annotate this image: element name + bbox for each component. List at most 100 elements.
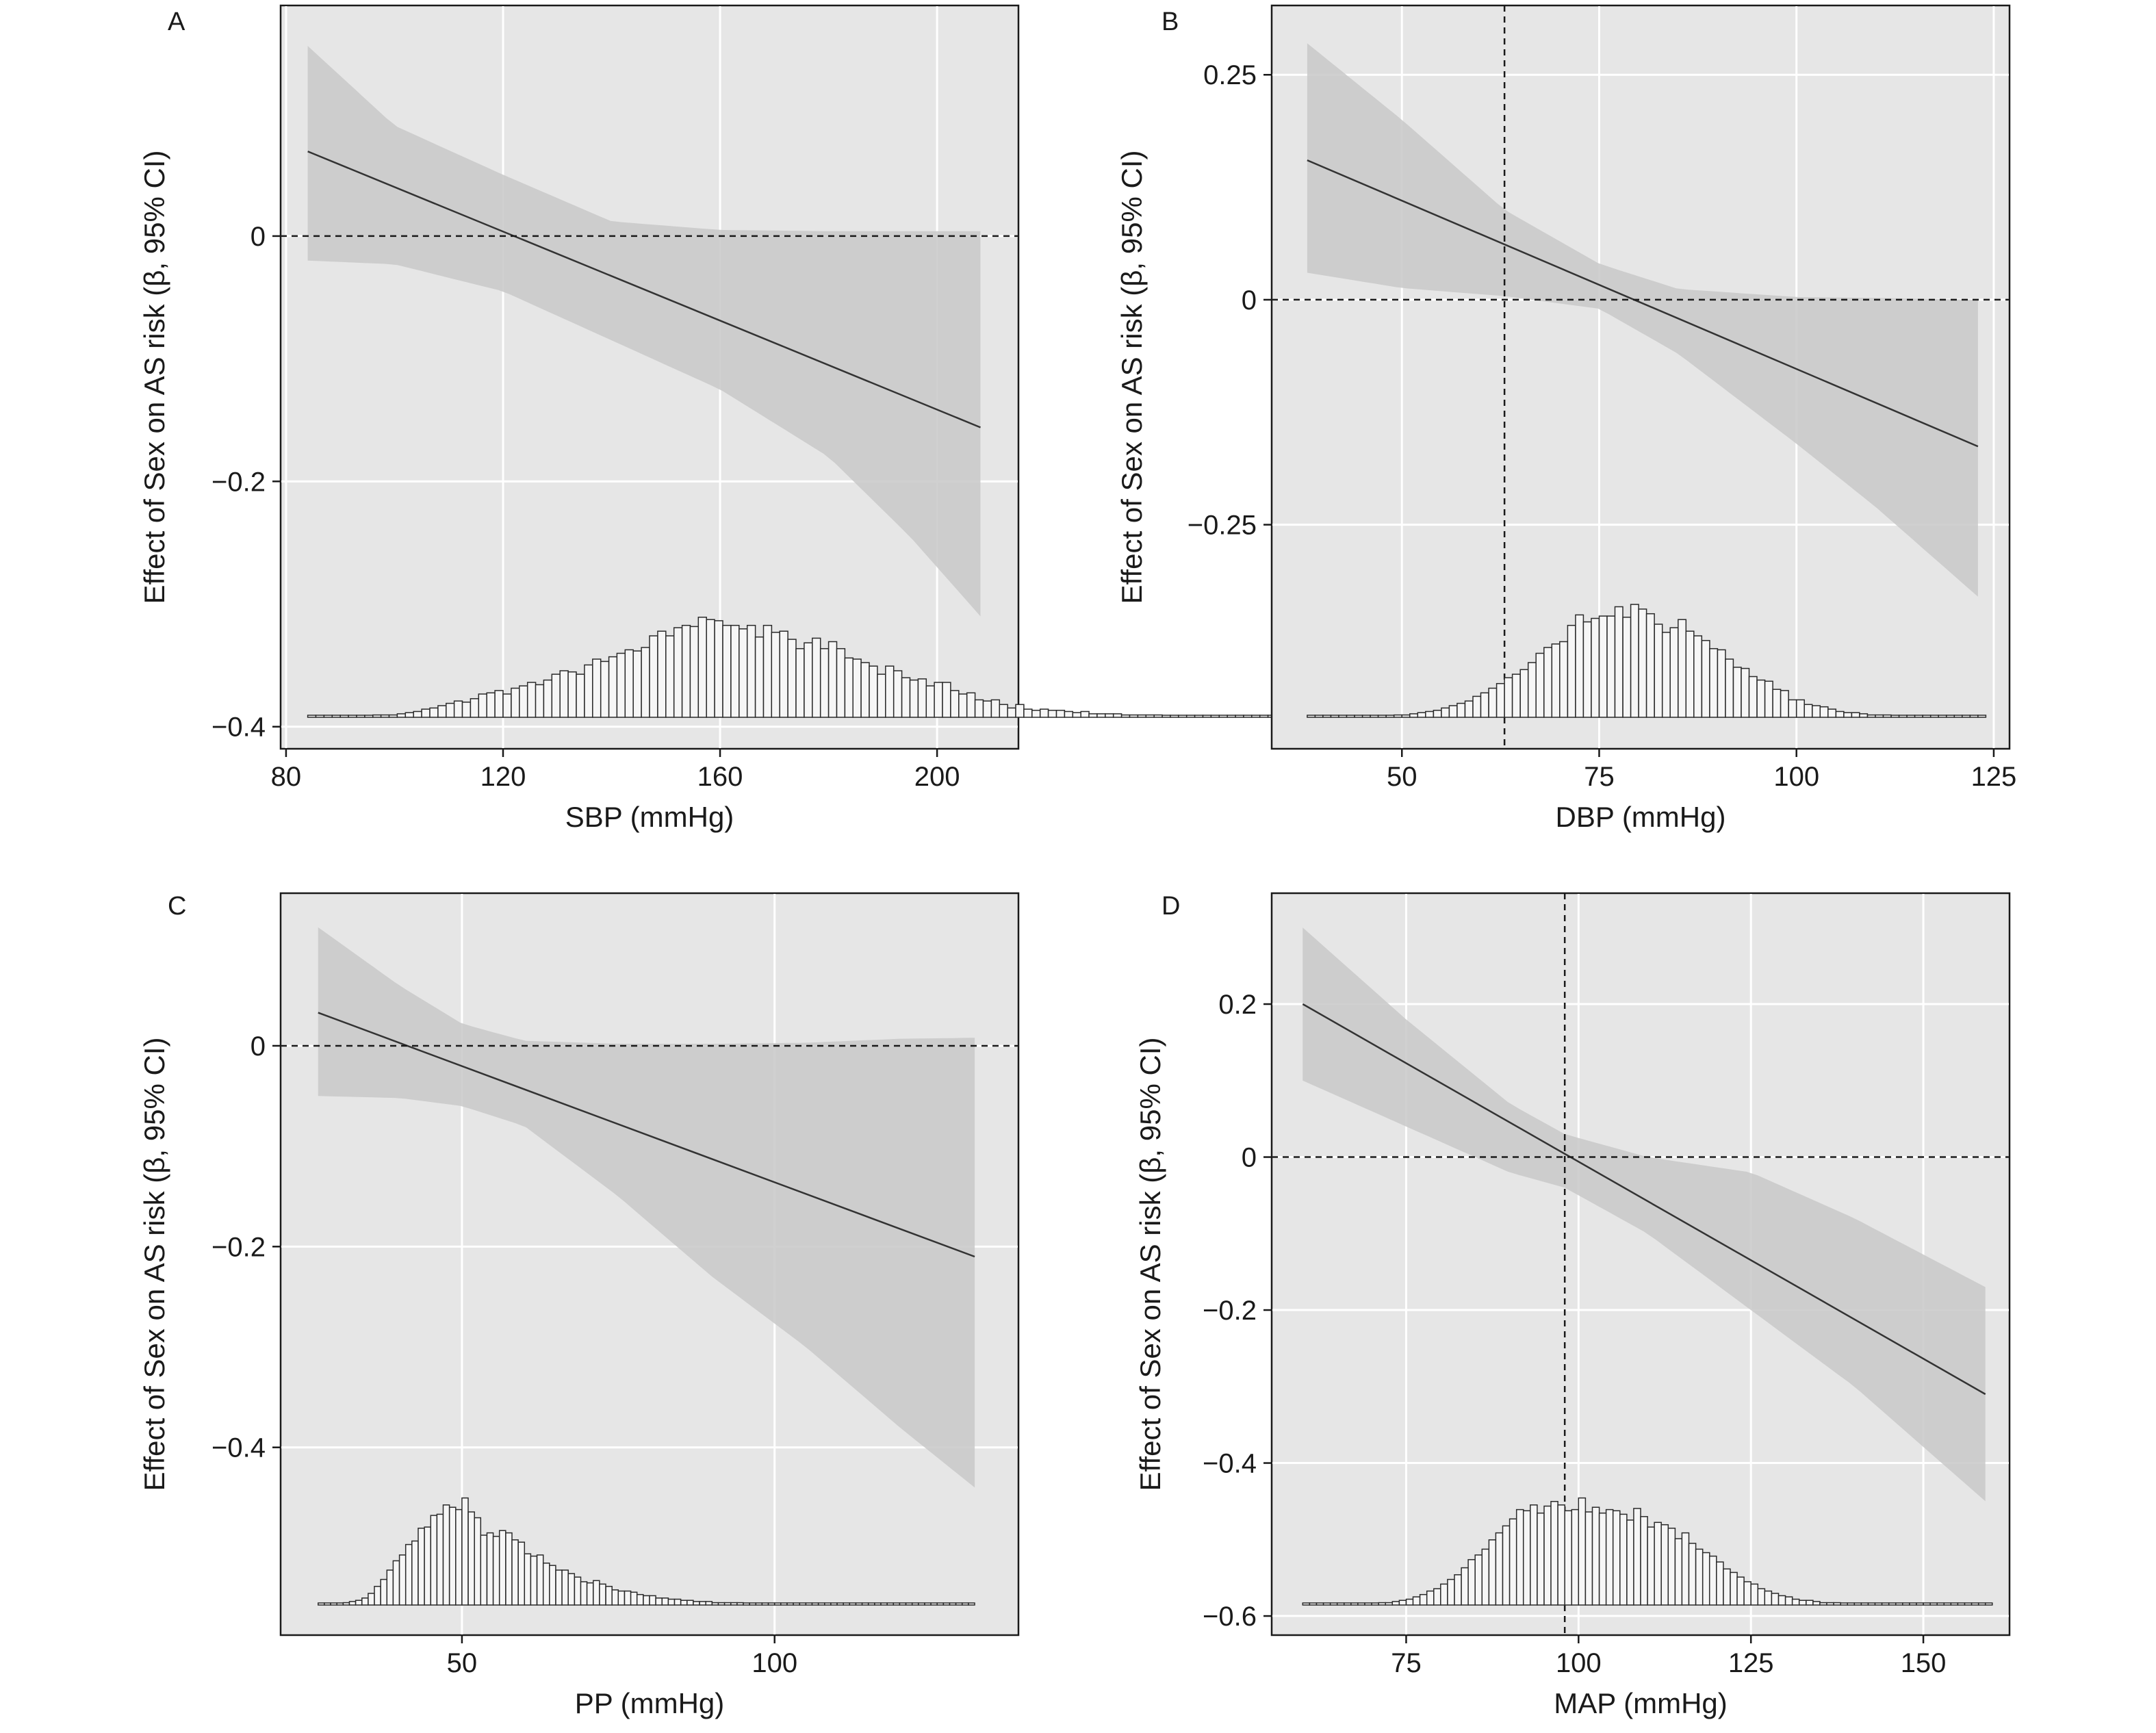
histogram-bar [405,712,414,718]
histogram-bar [1638,608,1647,718]
histogram-bar [324,1602,331,1606]
y-tick-label: −0.2 [211,467,266,497]
histogram-bar [1938,715,1947,718]
histogram-bar [1015,704,1025,718]
histogram-bar [1654,624,1663,718]
histogram-bar [461,702,472,718]
histogram-bar [1709,647,1719,718]
histogram-bar [804,642,813,718]
histogram-bar [348,715,357,718]
histogram-bar [1412,1596,1421,1606]
histogram-bar [1795,699,1805,718]
histogram-bar [1806,1600,1814,1606]
histogram-bar [446,702,455,718]
histogram-bar [555,1569,563,1606]
histogram-bar [942,1602,951,1606]
histogram-bar [1772,689,1782,718]
histogram-bar [519,685,528,718]
histogram-bar [524,1553,532,1606]
histogram-bar [786,1602,794,1606]
histogram-bar [930,1602,938,1606]
histogram [1302,1497,1993,1606]
histogram [318,1497,975,1606]
x-axis-title: MAP (mmHg) [1554,1687,1728,1719]
histogram-bar [1391,1601,1400,1606]
histogram-bar [1971,1602,1979,1606]
y-tick-label: 0.25 [1203,60,1257,90]
x-tick-label: 100 [1773,762,1819,792]
histogram-bar [386,1569,394,1606]
histogram-bar [693,1601,700,1606]
histogram-bar [517,1541,526,1606]
confidence-band [1307,43,1978,597]
histogram-bar [1218,715,1228,718]
histogram-bar [599,1583,606,1606]
histogram-bar [1660,1524,1669,1606]
y-tick-label: 0 [1242,285,1257,316]
histogram-bar [535,684,545,718]
histogram-bar [1929,715,1939,718]
histogram-bar [1474,1554,1483,1606]
histogram-bar [1669,627,1679,718]
histogram-bar [1757,1588,1766,1606]
histogram-bar [1916,1602,1924,1606]
histogram-bar [1606,615,1616,718]
panel-letter: C [168,892,186,921]
histogram-bar [586,1582,594,1606]
histogram-bar [1827,708,1837,718]
histogram-bar [799,1602,807,1606]
histogram-bar [722,624,732,718]
histogram-bar [1788,699,1797,718]
histogram-bar [424,1526,431,1606]
histogram-bar [567,671,577,718]
histogram-bar [1461,1567,1469,1606]
histogram-bar [1890,715,1900,718]
histogram-bar [1350,1602,1359,1606]
x-axis-title: PP (mmHg) [575,1687,725,1719]
histogram-bar [811,1602,819,1606]
histogram-bar [1137,714,1147,718]
histogram-bar [860,662,870,718]
histogram-bar [470,698,480,718]
histogram-bar [665,635,675,718]
histogram-bar [699,1601,706,1606]
histogram-bar [1055,710,1066,718]
histogram-bar [1685,630,1695,718]
histogram-bar [1860,1602,1869,1606]
histogram-bar [730,1602,738,1606]
histogram-bar [1730,1571,1738,1606]
histogram-bar [549,1565,556,1606]
histogram-bar [877,673,886,718]
histogram-bar [1853,1602,1862,1606]
histogram-bar [827,641,838,718]
histogram-bar [1129,714,1139,718]
histogram-bar [307,715,317,718]
histogram-bar [1170,715,1179,718]
histogram-bar [924,1602,932,1606]
histogram-bar [779,630,788,718]
histogram-bar [1847,1602,1856,1606]
histogram-bar [576,673,585,718]
histogram-bar [1946,715,1955,718]
histogram-bar [730,624,740,718]
histogram-bar [936,1602,945,1606]
histogram-bar [686,1600,694,1606]
histogram-bar [1251,715,1261,718]
histogram-bar [1701,640,1710,718]
histogram-bar [1804,704,1813,718]
histogram-bar [1314,715,1324,718]
histogram-bar [1780,690,1789,718]
y-tick-label: −0.6 [1203,1602,1257,1632]
histogram-bar [1031,710,1041,718]
histogram-bar [893,670,903,718]
histogram-bar [974,699,984,718]
histogram-bar [805,1602,813,1606]
histogram-bar [1441,707,1450,718]
histogram-bar [1080,710,1090,718]
histogram-bar [673,1598,682,1606]
histogram-bar [1145,714,1155,718]
histogram-bar [1370,715,1379,718]
histogram-bar [1467,1558,1476,1606]
histogram-bar [1543,647,1553,718]
histogram-bar [1316,1602,1324,1606]
